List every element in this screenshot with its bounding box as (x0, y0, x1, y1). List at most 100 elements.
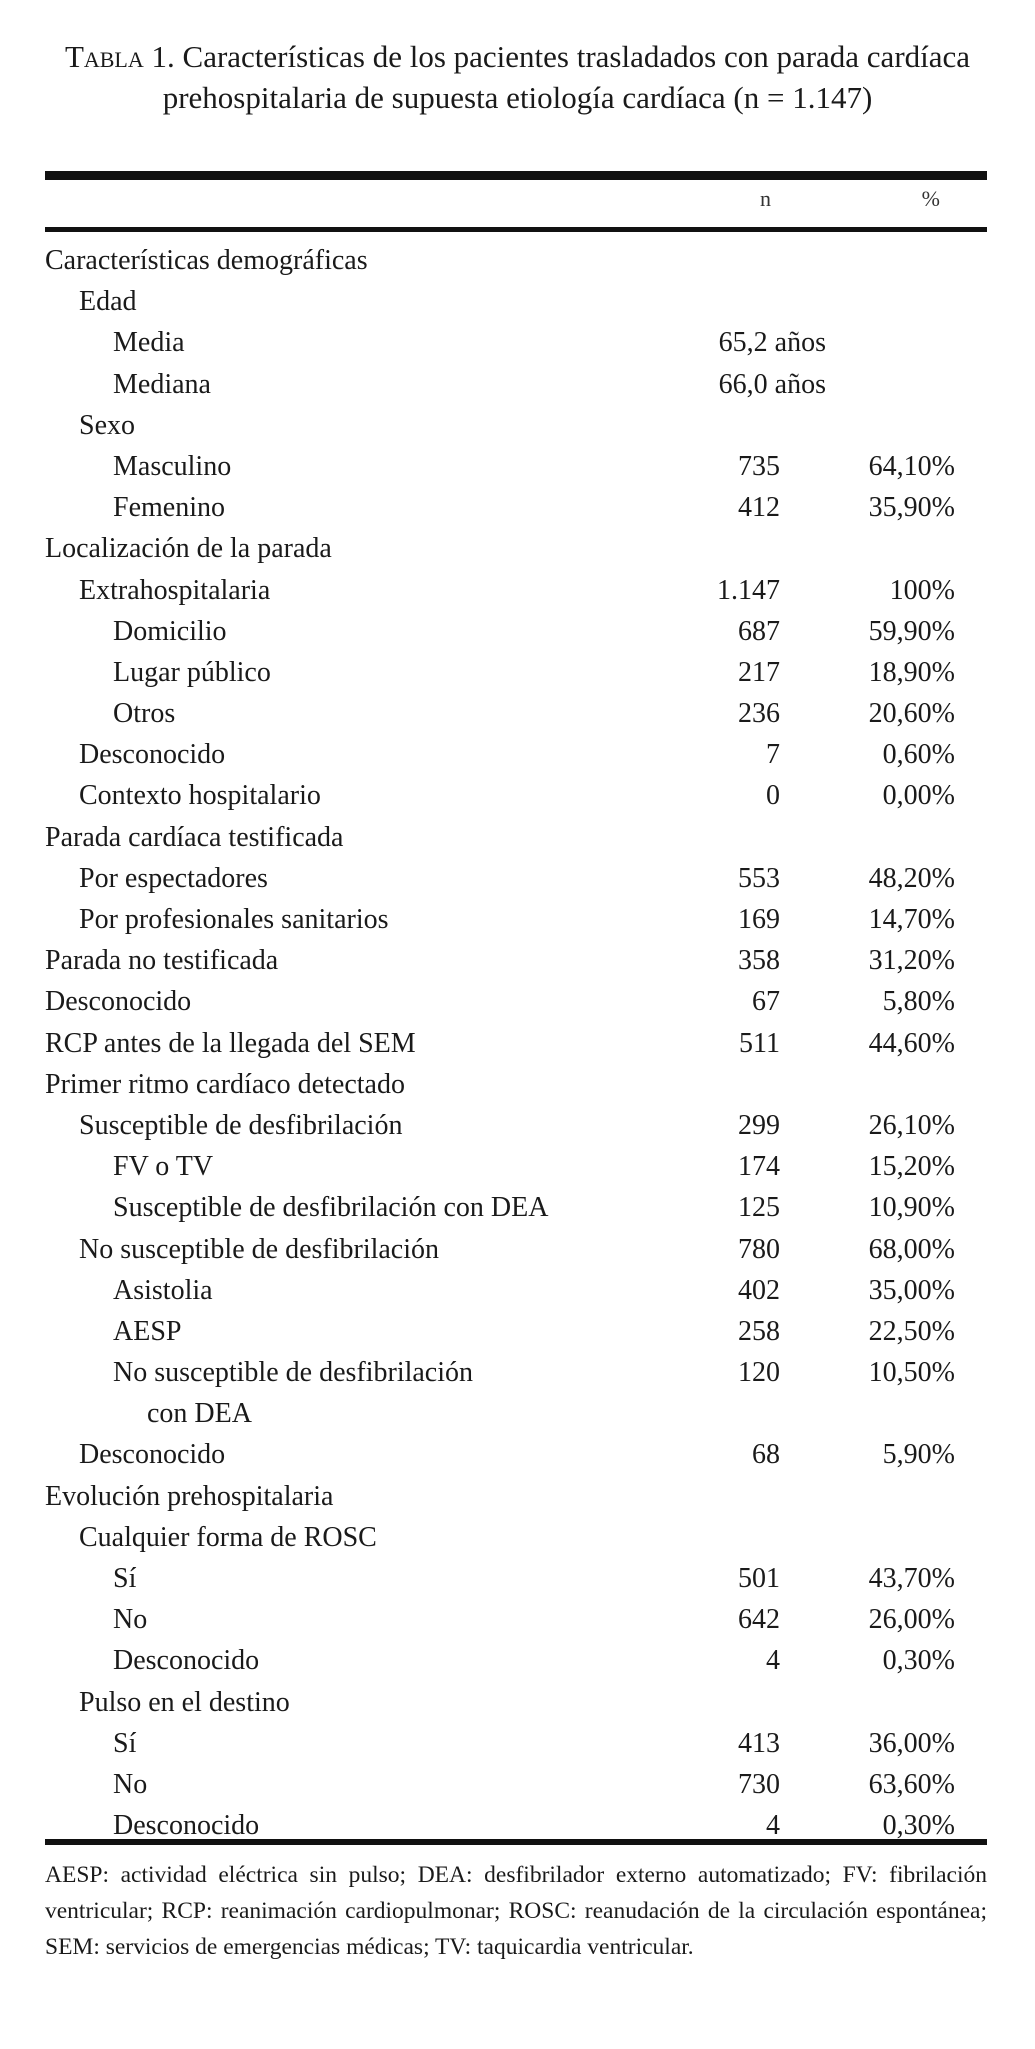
table-row: No 730 63,60% (0, 1764, 1035, 1805)
table-title: Tabla 1. Características de los paciente… (40, 36, 995, 118)
row-label-text: Otros (113, 698, 176, 730)
table-row: Edad (0, 281, 1035, 322)
row-label: Otros (113, 693, 175, 734)
row-label: FV o TV (113, 1146, 213, 1187)
row-label: Desconocido (113, 1805, 259, 1846)
row-label: Desconocido (113, 1640, 259, 1681)
row-n: 299 (738, 1109, 780, 1141)
row-label-text: Lugar público (113, 656, 271, 688)
table-row: Sí 413 36,00% (0, 1723, 1035, 1764)
row-n: 67 (752, 986, 780, 1018)
row-pct: 43,70% (868, 1563, 955, 1595)
row-label: Parada cardíaca testificada (45, 817, 343, 858)
row-pct: 22,50% (868, 1315, 955, 1347)
table-row: Extrahospitalaria 1.147 100% (0, 570, 1035, 611)
row-label: Por profesionales sanitarios (79, 899, 389, 940)
row-n: 511 (739, 1027, 780, 1059)
row-label: Primer ritmo cardíaco detectado (45, 1064, 405, 1105)
row-pct: 36,00% (868, 1727, 955, 1759)
table-row: Masculino 735 64,10% (0, 446, 1035, 487)
row-label: Sí (113, 1558, 136, 1599)
row-label-text: No (113, 1604, 148, 1636)
row-label-text: Sí (113, 1563, 137, 1595)
row-label-text: Asistolia (113, 1274, 213, 1306)
table-row: Susceptible de desfibrilación 299 26,10% (0, 1105, 1035, 1146)
row-label: Características demográficas (45, 240, 368, 281)
row-pct: 10,50% (868, 1357, 955, 1389)
row-n: 169 (738, 904, 780, 935)
row-label: No susceptible de desfibrilación con DEA (113, 1352, 473, 1434)
row-label-text: Mediana (113, 368, 211, 400)
table-row: Desconocido 67 5,80% (0, 981, 1035, 1022)
row-pct: 0,30% (882, 1645, 955, 1677)
row-label-text: Masculino (113, 450, 232, 482)
row-n: 402 (738, 1274, 780, 1306)
row-n: 735 (738, 450, 780, 482)
row-pct: 5,80% (882, 986, 955, 1018)
row-n: 501 (738, 1563, 780, 1595)
row-label: Desconocido (79, 1434, 225, 1475)
row-label-text: No (113, 1768, 148, 1800)
footnote: AESP: actividad eléctrica sin pulso; DEA… (45, 1862, 987, 1960)
row-pct: 15,20% (868, 1151, 955, 1183)
row-label: AESP (113, 1311, 181, 1352)
row-label: Sí (113, 1723, 136, 1764)
row-pct: 68,00% (868, 1233, 955, 1265)
row-n: 125 (738, 1192, 780, 1224)
row-n: 236 (738, 698, 780, 730)
row-label: No (113, 1599, 147, 1640)
row-label-text: Desconocido (45, 986, 192, 1018)
row-label: Domicilio (113, 611, 227, 652)
row-label: Masculino (113, 446, 231, 487)
row-n: 413 (738, 1727, 780, 1759)
table-row: Domicilio 687 59,90% (0, 611, 1035, 652)
table-row: Parada no testificada 358 31,20% (0, 940, 1035, 981)
row-label: Sexo (79, 405, 135, 446)
table-row: Desconocido 68 5,90% (0, 1434, 1035, 1475)
row-label: Susceptible de desfibrilación (79, 1105, 402, 1146)
row-label: No susceptible de desfibrilación (79, 1229, 439, 1270)
table-row: No susceptible de desfibrilación 780 68,00… (0, 1229, 1035, 1270)
top-rule (45, 171, 987, 180)
row-n: 4 (766, 1810, 780, 1842)
row-n: 1.147 (717, 574, 780, 606)
row-label: Extrahospitalaria (79, 570, 270, 611)
row-label: Localización de la parada (45, 528, 332, 569)
row-label-text: Primer ritmo cardíaco detectado (45, 1068, 405, 1100)
row-n: 730 (738, 1768, 780, 1800)
row-label-text: Parada cardíaca testificada (45, 821, 344, 853)
row-label: Contexto hospitalario (79, 775, 321, 816)
table-row: Desconocido 4 0,30% (0, 1640, 1035, 1681)
row-label-text: Por espectadores (79, 862, 268, 894)
row-label-text: Cualquier forma de ROSC (79, 1521, 377, 1553)
row-pct: 44,60% (868, 1027, 955, 1059)
table-caption: Características de los pacientes traslad… (162, 39, 971, 115)
row-pct: 14,70% (868, 904, 955, 935)
row-label-text: AESP (113, 1315, 182, 1347)
header-rule (45, 227, 987, 232)
table-row: AESP 258 22,50% (0, 1311, 1035, 1352)
row-label: Desconocido (45, 981, 191, 1022)
table-body: Características demográficas Edad Media 65,… (0, 240, 1035, 1846)
row-label: Susceptible de desfibrilación con DEA (113, 1187, 548, 1228)
row-pct: 26,00% (868, 1604, 955, 1636)
row-n: 358 (738, 945, 780, 977)
row-value: 65,2 años (718, 327, 826, 359)
table-row: Lugar público 217 18,90% (0, 652, 1035, 693)
row-label: Lugar público (113, 652, 271, 693)
row-label: Femenino (113, 487, 225, 528)
row-label: Desconocido (79, 734, 225, 775)
row-n: 258 (738, 1315, 780, 1347)
row-label-text: Susceptible de desfibrilación (79, 1109, 403, 1141)
table-row: Características demográficas (0, 240, 1035, 281)
table-row: Mediana 66,0 años (0, 364, 1035, 405)
row-label: Pulso en el destino (79, 1682, 290, 1723)
row-label: Media (113, 322, 185, 363)
table-row: Localización de la parada (0, 528, 1035, 569)
row-pct: 100% (889, 574, 955, 606)
row-pct: 63,60% (868, 1768, 955, 1800)
row-label: Cualquier forma de ROSC (79, 1517, 377, 1558)
row-label-text: Desconocido (79, 1439, 226, 1471)
row-label-text: No susceptible de desfibrilación (113, 1357, 474, 1389)
row-label-text: Extrahospitalaria (79, 574, 271, 606)
